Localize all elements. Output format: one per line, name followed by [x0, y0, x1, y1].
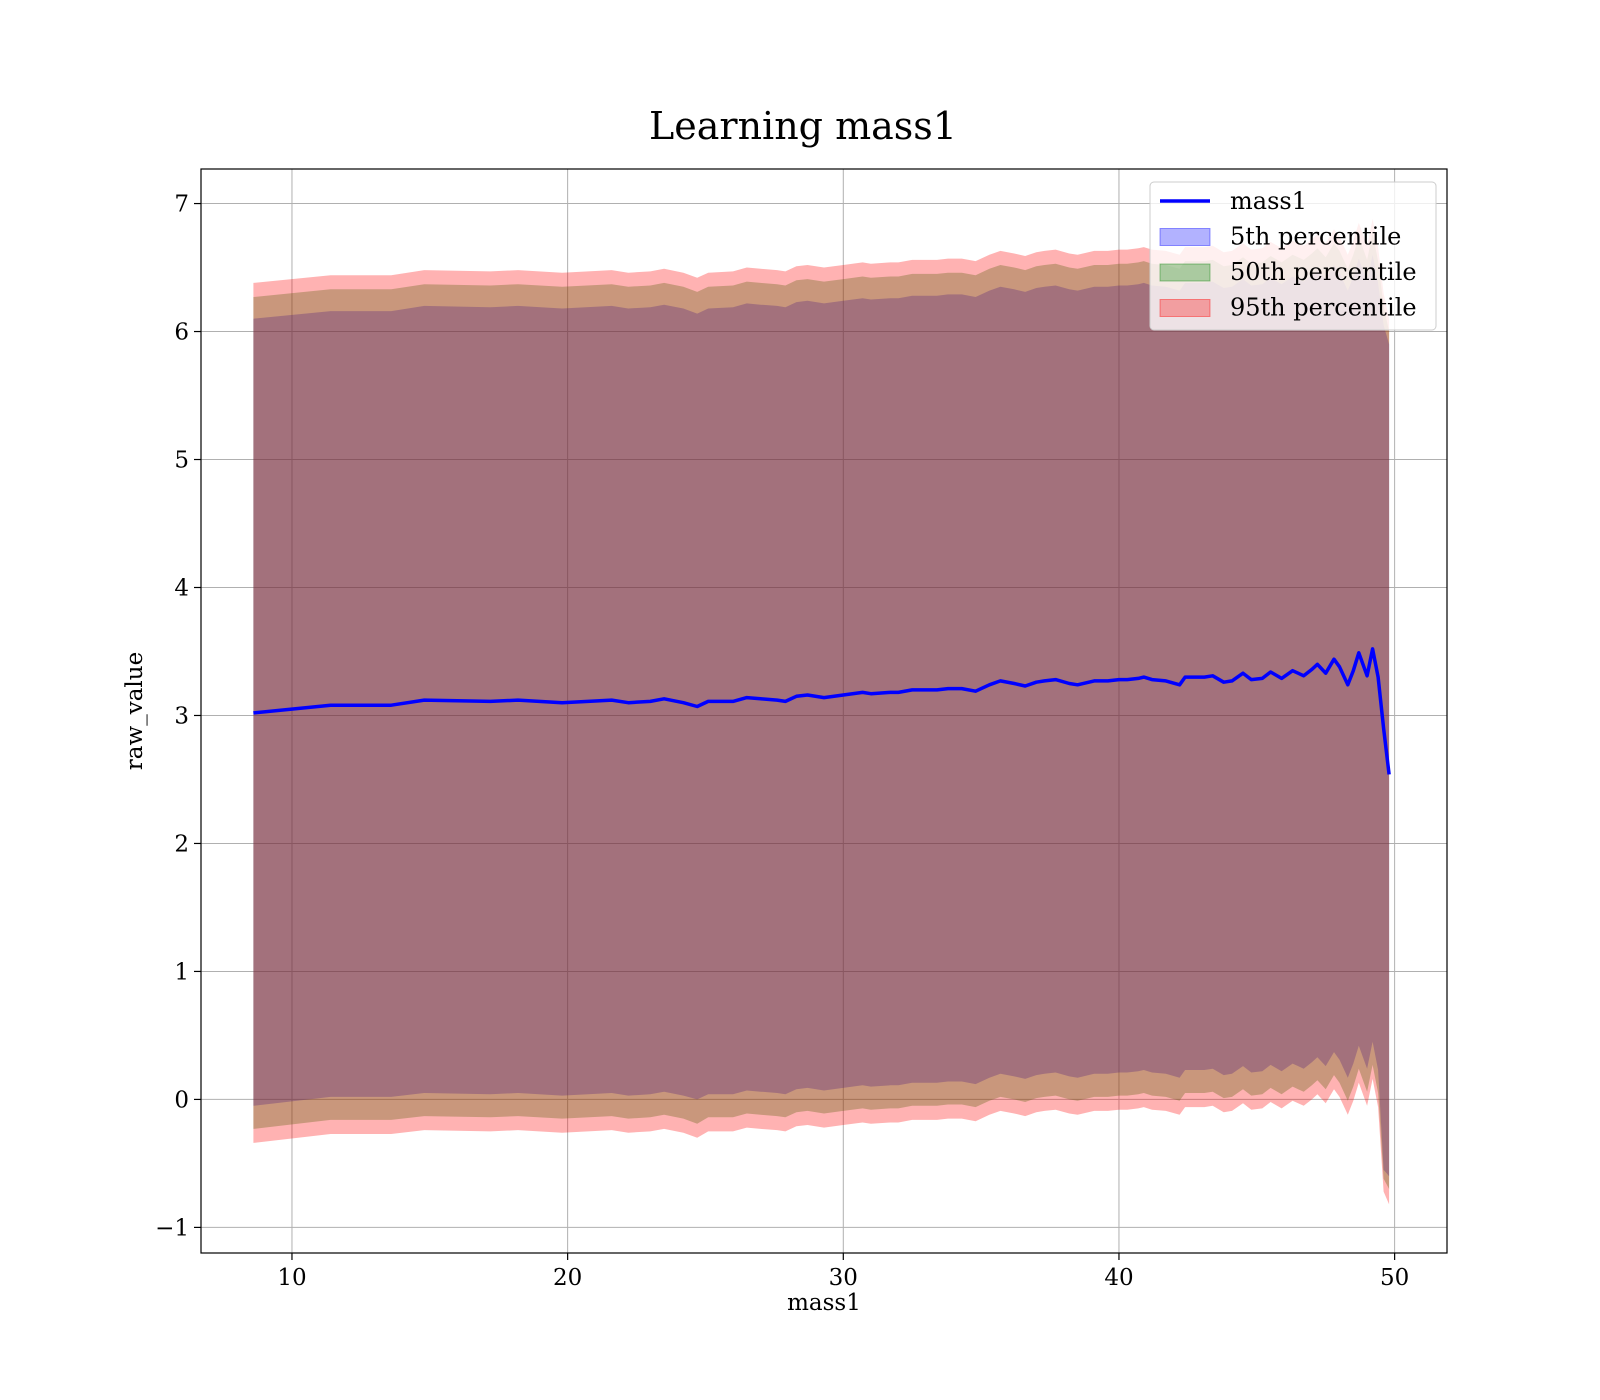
- legend-box: [1149, 181, 1437, 331]
- y-tick-label: 7: [174, 192, 189, 218]
- y-tick-label: 3: [174, 703, 189, 729]
- legend-patch-swatch: [1159, 299, 1211, 317]
- y-tick-label: 4: [174, 575, 189, 601]
- legend-label: 50th percentile: [1230, 258, 1417, 286]
- legend-patch-swatch: [1159, 263, 1211, 282]
- legend-entry: 50th percentile: [1159, 258, 1417, 286]
- y-axis-label: raw_value: [122, 652, 148, 770]
- x-tick-label: 30: [829, 1265, 858, 1291]
- y-tick-label: 0: [174, 1087, 189, 1113]
- y-axis-ticks: −1 0 1 2 3 4 5 6 7: [155, 192, 201, 1241]
- y-tick-label: 5: [174, 448, 189, 474]
- legend-entry: 5th percentile: [1159, 223, 1401, 251]
- legend-entry: 95th percentile: [1159, 294, 1417, 322]
- grid: [201, 169, 1447, 1253]
- x-tick-label: 20: [553, 1265, 582, 1291]
- chart-title: Learning mass1: [649, 104, 957, 148]
- plot-frame: [200, 168, 1448, 1254]
- legend-label: 95th percentile: [1230, 294, 1417, 322]
- x-axis-ticks: 10 20 30 40 50: [277, 1253, 1409, 1291]
- x-tick-label: 10: [277, 1265, 306, 1291]
- x-tick-label: 40: [1104, 1265, 1133, 1291]
- line-0: [253, 647, 1391, 775]
- series-lines: [253, 647, 1391, 775]
- y-tick-label: −1: [155, 1215, 189, 1241]
- x-tick-label: 50: [1380, 1265, 1409, 1291]
- band-3: [253, 218, 1390, 1205]
- y-tick-label: 2: [174, 831, 189, 857]
- y-tick-label: 1: [174, 959, 189, 985]
- band-1: [253, 254, 1390, 1177]
- legend-patch-swatch: [1159, 228, 1211, 246]
- legend-label: 5th percentile: [1230, 223, 1401, 251]
- legend-entry: mass1: [1160, 187, 1307, 215]
- y-tick-label: 6: [174, 320, 189, 346]
- band-2: [253, 233, 1390, 1189]
- percentile-bands: [253, 218, 1390, 1205]
- legend-label: mass1: [1230, 187, 1307, 215]
- x-axis-label: mass1: [787, 1290, 861, 1316]
- legend: mass1 5th percentile 50th percentile 95th p…: [1149, 181, 1437, 331]
